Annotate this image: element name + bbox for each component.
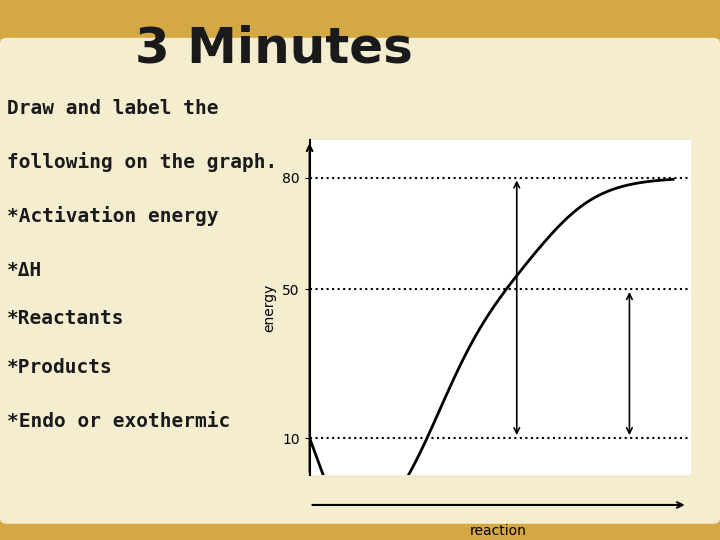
Text: following on the graph.: following on the graph. <box>7 152 277 172</box>
FancyBboxPatch shape <box>0 38 720 524</box>
Text: *Reactants: *Reactants <box>7 309 125 328</box>
Text: *Products: *Products <box>7 357 113 377</box>
Text: *ΔH: *ΔH <box>7 260 42 280</box>
Text: *Endo or exothermic: *Endo or exothermic <box>7 411 230 431</box>
Text: Draw and label the: Draw and label the <box>7 98 219 118</box>
Text: 3 Minutes: 3 Minutes <box>135 25 413 72</box>
Text: reaction: reaction <box>470 524 527 537</box>
Text: *Activation energy: *Activation energy <box>7 206 219 226</box>
Y-axis label: energy: energy <box>263 284 276 332</box>
